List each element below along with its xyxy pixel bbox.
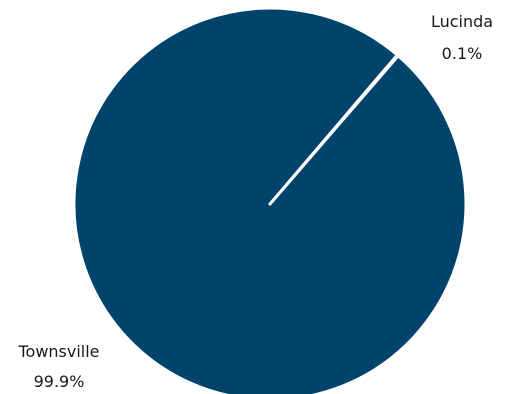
slice-label-lucinda-value: 0.1% — [442, 44, 483, 63]
pie-slices — [71, 5, 469, 394]
slice-label-townsville-value: 99.9% — [34, 372, 85, 391]
pie-outer-edge — [71, 5, 469, 394]
pie-slice-townsville — [72, 6, 468, 394]
slice-label-lucinda-name: Lucinda — [431, 12, 493, 31]
slice-label-townsville-name: Townsville — [17, 342, 99, 361]
